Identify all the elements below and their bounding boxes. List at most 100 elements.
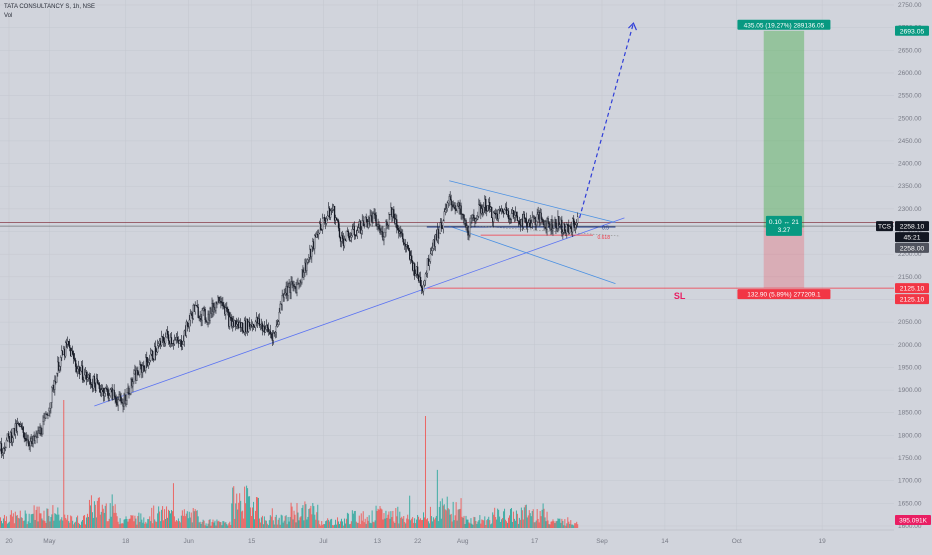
candle-body: [190, 313, 192, 315]
candle-body: [503, 209, 506, 214]
volume-bar: [36, 506, 38, 528]
volume-bar: [534, 522, 536, 528]
volume-bar: [113, 512, 115, 528]
volume-bar: [177, 518, 179, 528]
candle-body: [274, 332, 276, 334]
trend-support-line: [94, 217, 625, 407]
candle-body: [372, 213, 374, 223]
volume-bar: [350, 521, 352, 528]
candle-body: [37, 430, 39, 438]
candle-body: [381, 231, 383, 233]
time-tick-label: Aug: [457, 538, 469, 545]
candle-body: [79, 370, 82, 375]
volume-bar: [219, 522, 221, 528]
candle-body: [429, 253, 432, 262]
volume-bar: [524, 505, 526, 528]
volume-bar: [229, 521, 231, 528]
candle-body: [311, 246, 313, 257]
volume-bar: [227, 525, 229, 528]
volume-bar: [369, 522, 371, 528]
candle-body: [369, 215, 371, 225]
price-tick-label: 2050.00: [898, 319, 922, 326]
candle-body: [512, 210, 515, 218]
volume-bar: [31, 514, 33, 528]
volume-bar: [319, 524, 321, 528]
candle-body: [106, 388, 108, 390]
volume-bar: [458, 509, 460, 528]
candle-body: [96, 378, 99, 383]
candle-body: [516, 215, 519, 221]
volume-bar: [19, 510, 21, 528]
volume-bar: [210, 525, 212, 528]
volume-bar: [13, 523, 15, 528]
volume-bar: [443, 504, 445, 528]
volume-bar: [341, 521, 343, 528]
volume-bar: [543, 508, 545, 528]
volume-bar: [481, 519, 483, 528]
volume-bar: [359, 524, 361, 528]
candle-body: [485, 198, 487, 211]
candle-body: [510, 213, 513, 220]
volume-bar: [303, 520, 305, 528]
candle-body: [460, 205, 462, 215]
volume-bar: [519, 519, 521, 528]
candle-body: [183, 330, 185, 342]
candle-body: [370, 215, 372, 217]
volume-bar: [439, 501, 441, 528]
volume-bar: [507, 522, 509, 528]
candle-body: [567, 224, 569, 227]
candle-body: [357, 227, 359, 231]
volume-bar: [158, 506, 160, 528]
volume-bar: [396, 516, 398, 528]
volume-bar: [464, 523, 466, 528]
volume-bar: [153, 505, 155, 528]
volume-bar: [57, 507, 59, 528]
volume-bar: [47, 508, 49, 528]
volume-bar: [289, 516, 291, 528]
volume-bar: [243, 518, 245, 528]
candle-body: [564, 223, 566, 231]
volume-bar: [508, 517, 510, 528]
candle-body: [303, 272, 305, 278]
volume-bar: [45, 522, 47, 528]
volume-bar: [245, 503, 247, 528]
volume-bar: [386, 517, 388, 528]
volume-bar: [10, 510, 12, 528]
candle-body: [148, 362, 150, 366]
candle-body: [204, 308, 206, 321]
volume-bar: [189, 517, 191, 528]
volume-bar: [469, 523, 471, 528]
volume-bar: [221, 525, 223, 528]
volume-axis-tag-bg: [895, 515, 931, 525]
candle-body: [386, 221, 388, 226]
candle-body: [227, 308, 229, 313]
volume-bar: [162, 506, 164, 528]
volume-bar: [168, 509, 170, 528]
candle-body: [382, 231, 384, 241]
candle-body: [483, 206, 485, 214]
volume-bar: [26, 524, 28, 528]
volume-bar: [463, 515, 465, 528]
candle-body: [402, 233, 404, 240]
volume-bar: [440, 518, 442, 528]
price-tick-label: 2200.00: [898, 251, 922, 258]
candle-body: [409, 250, 411, 260]
candle-body: [109, 389, 111, 396]
candle-body: [413, 263, 416, 276]
volume-bar: [54, 513, 56, 528]
volume-bar: [91, 512, 93, 528]
candle-body: [142, 365, 144, 373]
candle-body: [88, 374, 91, 380]
volume-bar: [387, 514, 389, 528]
candle-body: [375, 214, 377, 226]
volume-bar: [99, 514, 101, 528]
candle-body: [18, 423, 20, 427]
volume-bar: [101, 504, 103, 528]
candle-body: [546, 218, 548, 230]
candle-body: [318, 232, 320, 235]
candle-body: [104, 388, 106, 394]
volume-bar: [455, 502, 457, 528]
candle-body: [65, 342, 67, 357]
candle-body: [562, 231, 564, 234]
